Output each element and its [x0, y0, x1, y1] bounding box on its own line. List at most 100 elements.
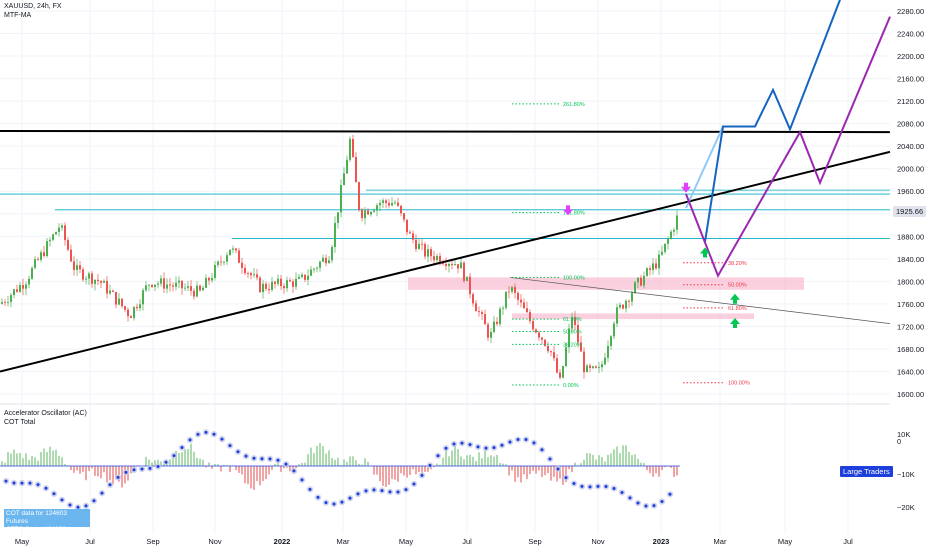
candle-body	[97, 280, 99, 281]
candle-body	[544, 340, 546, 346]
fib-green-label: 261.80%	[563, 102, 585, 108]
osc-bar	[109, 466, 111, 480]
cot-dot	[117, 476, 120, 479]
candle-body	[268, 289, 270, 290]
candle-body	[46, 241, 48, 256]
osc-bar	[103, 466, 105, 472]
cot-dot	[245, 455, 248, 458]
cot-dot	[493, 446, 496, 449]
candle-body	[172, 286, 174, 287]
candle-body	[676, 216, 678, 230]
cot-dot	[285, 463, 288, 466]
cot-dot	[597, 485, 600, 488]
symbol-title: XAUUSD, 24h, FX	[4, 3, 62, 10]
cot-dot	[61, 498, 64, 501]
cot-dot	[269, 457, 272, 460]
candle-body	[367, 211, 369, 215]
osc-bar	[385, 466, 387, 487]
osc-tick-label: −20K	[897, 503, 915, 512]
osc-bar	[106, 466, 108, 482]
cot-dot	[349, 497, 352, 500]
candle-body	[325, 258, 327, 263]
candle-body	[661, 252, 663, 255]
candle-body	[322, 258, 324, 262]
candle-body	[334, 223, 336, 247]
osc-bar	[316, 446, 318, 466]
candle-body	[196, 286, 198, 297]
cot-dot	[21, 482, 24, 485]
osc-bar	[589, 453, 591, 466]
candle-body	[181, 281, 183, 289]
candle-body	[424, 244, 426, 257]
cot-dot	[485, 447, 488, 450]
osc-bar	[373, 466, 375, 475]
osc-bar	[313, 453, 315, 466]
candle-body	[178, 281, 180, 283]
cot-dot	[413, 482, 416, 485]
candle-body	[88, 273, 90, 278]
candle-body	[154, 285, 156, 287]
osc-bar	[613, 449, 615, 466]
cot-dot	[509, 441, 512, 444]
osc-bar	[229, 466, 231, 472]
osc-bar	[610, 454, 612, 466]
oscillator-pane	[0, 429, 680, 510]
osc-bar	[424, 466, 426, 472]
candle-body	[16, 289, 18, 292]
candle-body	[454, 264, 456, 265]
candle-body	[229, 250, 231, 255]
cot-dot	[37, 483, 40, 486]
candle-body	[619, 305, 621, 308]
osc-bar	[331, 458, 333, 466]
osc-bar	[637, 459, 639, 466]
candle-body	[511, 287, 513, 292]
cot-dot	[621, 491, 624, 494]
osc-bar	[397, 466, 399, 482]
osc-bar	[463, 459, 465, 466]
candle-body	[250, 273, 252, 275]
cot-dot	[301, 478, 304, 481]
candle-body	[355, 157, 357, 182]
osc-bar	[646, 466, 648, 470]
candle-body	[208, 278, 210, 281]
candle-body	[673, 230, 675, 232]
cot-dot	[541, 448, 544, 451]
osc-bar	[193, 452, 195, 466]
candle-body	[562, 366, 564, 378]
price-tick-label: 1640.00	[897, 367, 924, 376]
candle-body	[115, 292, 117, 305]
candle-body	[646, 268, 648, 276]
projection-paths	[686, 0, 890, 276]
osc-bar	[31, 456, 33, 466]
fib-green-label: 38.20%	[563, 342, 582, 348]
osc-bar	[673, 466, 675, 477]
osc-bar	[94, 466, 96, 476]
candle-body	[385, 200, 387, 203]
candle-body	[187, 286, 189, 288]
candle-body	[520, 300, 522, 303]
candle-body	[55, 232, 57, 234]
osc-bar	[349, 456, 351, 466]
osc-bar	[178, 453, 180, 466]
candle-body	[595, 366, 597, 367]
candle-body	[487, 324, 489, 337]
cot-dot	[365, 489, 368, 492]
cot-dot	[429, 464, 432, 467]
price-tick-label: 2000.00	[897, 165, 924, 174]
oscillator-subtitle: COT Total	[4, 419, 35, 426]
cot-dot	[229, 444, 232, 447]
osc-bar	[526, 466, 528, 479]
cot-dot	[189, 438, 192, 441]
candle-body	[19, 285, 21, 292]
osc-bar	[388, 466, 390, 485]
osc-tick-label: 0	[897, 437, 901, 446]
time-tick-label: 2022	[274, 537, 291, 546]
candle-body	[4, 302, 6, 303]
price-axis: 2280.002240.002200.002160.002120.002080.…	[897, 7, 924, 512]
osc-bar	[16, 453, 18, 466]
cot-dot	[637, 501, 640, 504]
price-tick-label: 2280.00	[897, 7, 924, 16]
signal-arrows	[563, 183, 740, 328]
